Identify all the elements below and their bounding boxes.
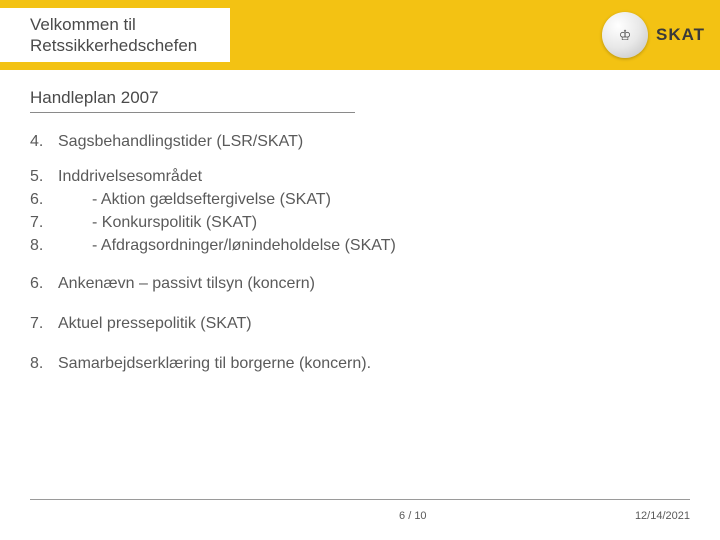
list-item: 7.Aktuel pressepolitik (SKAT) — [30, 315, 690, 333]
title-line-2: Retssikkerhedschefen — [30, 35, 218, 56]
subtitle: Handleplan 2007 — [30, 88, 355, 113]
item-text: - Afdragsordninger/lønindeholdelse (SKAT… — [58, 237, 396, 255]
item-text: Samarbejdserklæring til borgerne (koncer… — [58, 355, 371, 373]
footer-date: 12/14/2021 — [635, 510, 690, 522]
list-item: 6.Ankenævn – passivt tilsyn (koncern) — [30, 275, 690, 293]
item-text: Ankenævn – passivt tilsyn (koncern) — [58, 275, 315, 293]
item-text: - Konkurspolitik (SKAT) — [58, 214, 257, 232]
list-item: 5.Inddrivelsesområdet — [30, 168, 690, 186]
page-number: 6 / 10 — [399, 510, 427, 522]
crown-icon: ♔ — [602, 12, 648, 58]
item-number: 8. — [30, 355, 58, 373]
item-number: 4. — [30, 133, 58, 151]
item-number: 8. — [30, 237, 58, 255]
footer-row: 6 / 10 12/14/2021 — [30, 510, 690, 522]
list-item: 8.- Afdragsordninger/lønindeholdelse (SK… — [30, 237, 690, 255]
item-number: 6. — [30, 191, 58, 209]
list-item: 4.Sagsbehandlingstider (LSR/SKAT) — [30, 133, 690, 151]
title-line-1: Velkommen til — [30, 14, 218, 35]
item-number: 7. — [30, 315, 58, 333]
logo-area: ♔ SKAT — [602, 0, 705, 70]
footer-divider — [30, 499, 690, 500]
title-box: Velkommen til Retssikkerhedschefen — [0, 8, 230, 63]
item-number: 6. — [30, 275, 58, 293]
logo-text: SKAT — [656, 25, 705, 45]
item-number: 7. — [30, 214, 58, 232]
item-list: 4.Sagsbehandlingstider (LSR/SKAT)5.Inddr… — [30, 133, 690, 373]
crown-glyph: ♔ — [619, 27, 632, 44]
header-bar: Velkommen til Retssikkerhedschefen ♔ SKA… — [0, 0, 720, 70]
list-item: 7.- Konkurspolitik (SKAT) — [30, 214, 690, 232]
item-text: Inddrivelsesområdet — [58, 168, 202, 186]
item-text: - Aktion gældseftergivelse (SKAT) — [58, 191, 331, 209]
footer: 6 / 10 12/14/2021 — [30, 499, 690, 522]
item-number: 5. — [30, 168, 58, 186]
content-area: Handleplan 2007 4.Sagsbehandlingstider (… — [0, 70, 720, 373]
item-text: Aktuel pressepolitik (SKAT) — [58, 315, 252, 333]
list-item: 6.- Aktion gældseftergivelse (SKAT) — [30, 191, 690, 209]
list-item: 8.Samarbejdserklæring til borgerne (konc… — [30, 355, 690, 373]
item-text: Sagsbehandlingstider (LSR/SKAT) — [58, 133, 303, 151]
